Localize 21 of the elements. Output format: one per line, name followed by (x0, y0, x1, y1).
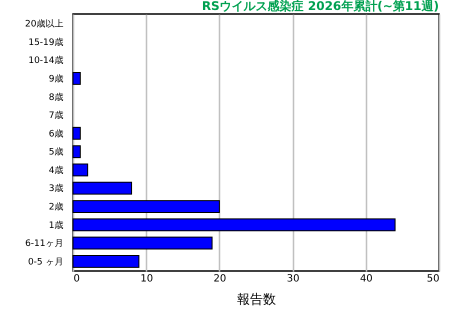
y-tick-label: 20歳以上 (25, 18, 64, 30)
y-tick-label: 9歳 (48, 73, 64, 84)
x-tick-label: 30 (286, 274, 300, 284)
y-tick-label: 8歳 (48, 92, 64, 103)
x-tick-label: 40 (360, 274, 373, 284)
x-tick-label: 10 (140, 274, 154, 284)
x-tick-label: 50 (426, 274, 440, 284)
x-axis-title: 報告数 (237, 292, 276, 308)
x-tick-label: 0 (74, 274, 80, 284)
y-tick-label: 6歳 (48, 128, 64, 140)
y-tick-label: 6-11ヶ月 (25, 239, 64, 250)
y-tick-label: 4歳 (48, 164, 64, 176)
y-tick-label: 15-19歳 (28, 36, 64, 48)
x-tick-label: 20 (214, 274, 226, 284)
y-tick-label: 5歳 (48, 146, 64, 158)
y-tick-label: 10-14歳 (28, 55, 64, 66)
y-tick-label: 7歳 (48, 110, 64, 122)
y-tick-label: 3歳 (48, 183, 64, 194)
y-tick-label: 1歳 (48, 220, 64, 231)
y-tick-label: 0-5 ヶ月 (28, 257, 64, 268)
y-tick-label: 2歳 (48, 202, 64, 213)
